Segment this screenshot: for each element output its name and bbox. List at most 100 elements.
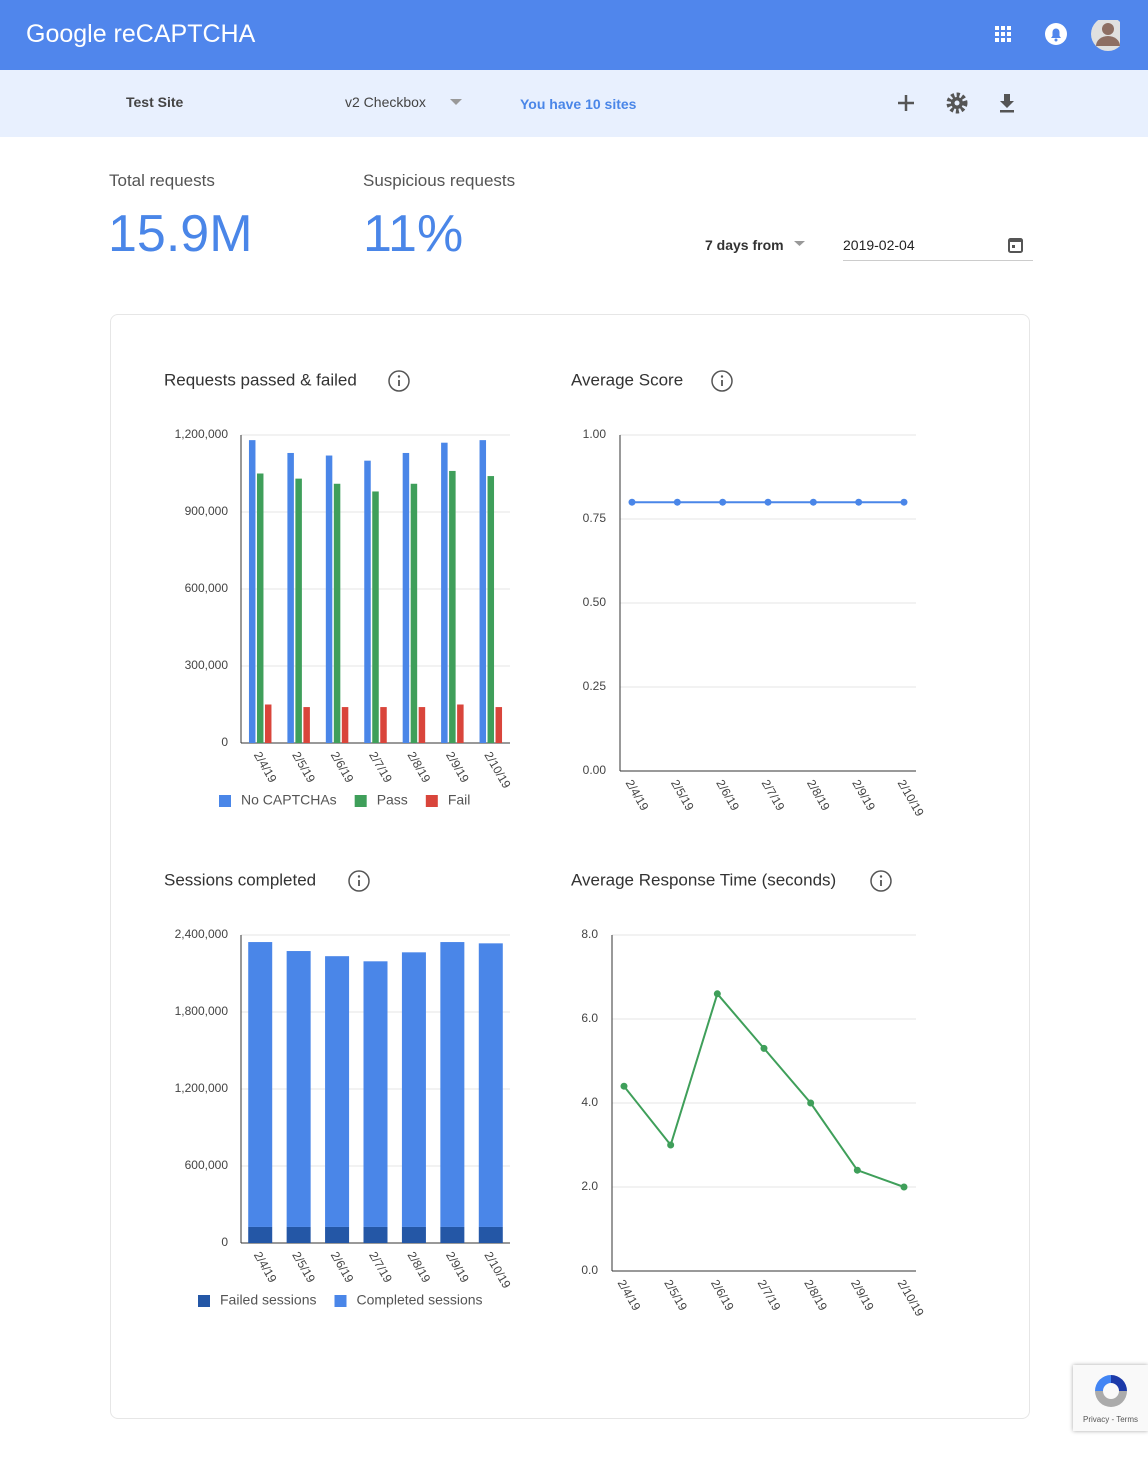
notifications-icon[interactable] <box>1045 23 1067 45</box>
bar <box>402 452 410 743</box>
bar <box>410 483 418 743</box>
x-tick-label: 2/7/19 <box>366 1249 395 1285</box>
dropdown-arrow[interactable] <box>794 241 805 246</box>
info-circle <box>388 370 410 392</box>
point <box>673 498 681 506</box>
info-icon[interactable] <box>388 370 410 392</box>
y-tick-label: 0.25 <box>583 679 607 693</box>
legend-swatch <box>354 795 367 807</box>
legend-swatch <box>219 795 231 807</box>
legend-label: Fail <box>448 792 471 808</box>
settings-icon[interactable] <box>946 92 968 114</box>
x-tick-label: 2/7/19 <box>366 749 395 785</box>
bar-segment <box>248 942 273 1227</box>
bar <box>380 707 387 743</box>
point <box>807 1099 815 1107</box>
add-icon[interactable] <box>898 95 914 111</box>
sites-link[interactable]: You have 10 sites <box>520 96 637 112</box>
stat-value: 11% <box>363 205 464 263</box>
legend-swatch <box>198 1295 210 1307</box>
y-tick-label: 0 <box>221 735 228 749</box>
legend-label: Pass <box>377 792 408 808</box>
info-dot <box>397 375 401 378</box>
badge-links[interactable]: Privacy - Terms <box>1083 1415 1138 1424</box>
x-tick-label: 2/4/19 <box>623 777 652 813</box>
stat-value: 15.9M <box>108 205 253 263</box>
range-select[interactable]: 7 days from <box>705 237 784 253</box>
x-tick-label: 2/10/19 <box>895 1277 927 1319</box>
point <box>764 498 772 506</box>
x-tick-label: 2/8/19 <box>801 1277 830 1313</box>
y-tick-label: 600,000 <box>185 581 229 595</box>
bar <box>364 460 371 743</box>
recaptcha-badge[interactable]: Privacy - Terms <box>1073 1365 1148 1431</box>
date-input[interactable]: 2019-02-04 <box>843 237 1033 261</box>
chart-title: Sessions completed <box>164 870 316 889</box>
y-tick-label: 4.0 <box>581 1095 598 1109</box>
x-tick-label: 2/10/19 <box>895 777 927 819</box>
info-icon[interactable] <box>711 370 733 392</box>
bar <box>303 707 310 743</box>
info-dot <box>720 375 724 378</box>
x-tick-label: 2/6/19 <box>708 1277 737 1313</box>
info-circle <box>870 870 892 892</box>
y-tick-label: 0 <box>221 1235 228 1249</box>
bar <box>287 452 294 743</box>
x-tick-label: 2/10/19 <box>481 749 513 791</box>
bar <box>441 442 448 743</box>
point <box>900 1183 908 1191</box>
legend-label: Completed sessions <box>357 1292 483 1308</box>
x-tick-label: 2/10/19 <box>481 1249 513 1291</box>
bar-segment <box>363 961 388 1227</box>
y-tick-label: 0.00 <box>583 763 607 777</box>
avatar[interactable] <box>1091 20 1120 51</box>
bar-segment <box>363 1226 388 1243</box>
bar <box>256 473 264 743</box>
x-tick-label: 2/8/19 <box>405 749 434 785</box>
legend-label: No CAPTCHAs <box>241 792 337 808</box>
y-tick-label: 2,400,000 <box>175 927 229 941</box>
calendar-icon[interactable] <box>1008 238 1023 253</box>
x-tick-label: 2/5/19 <box>668 777 697 813</box>
site-name[interactable]: Test Site <box>126 94 184 110</box>
bar <box>457 704 464 743</box>
recaptcha-logo <box>1095 1375 1127 1407</box>
point <box>853 1166 861 1174</box>
y-tick-label: 1,200,000 <box>175 1081 229 1095</box>
app-title[interactable]: Google reCAPTCHA <box>26 20 256 48</box>
x-tick-label: 2/4/19 <box>251 1249 280 1285</box>
point <box>855 498 863 506</box>
point <box>719 498 727 506</box>
info-icon[interactable] <box>348 870 370 892</box>
point <box>809 498 817 506</box>
y-tick-label: 300,000 <box>185 658 229 672</box>
x-tick-label: 2/6/19 <box>328 749 357 785</box>
bar-segment <box>286 951 311 1227</box>
legend-swatch <box>334 1295 347 1307</box>
bar <box>264 704 272 743</box>
bar-segment <box>478 943 503 1227</box>
x-tick-label: 2/6/19 <box>328 1249 357 1285</box>
legend-label: Failed sessions <box>220 1292 317 1308</box>
legend-swatch <box>425 795 438 807</box>
x-tick-label: 2/4/19 <box>251 749 280 785</box>
download-icon[interactable] <box>1000 94 1014 113</box>
bar <box>295 478 302 743</box>
dropdown-arrow[interactable] <box>450 99 462 105</box>
chart-title: Average Response Time (seconds) <box>571 870 836 889</box>
toolbar-icons <box>450 92 1014 114</box>
y-tick-label: 1,200,000 <box>175 427 229 441</box>
key-type-select[interactable]: v2 Checkbox <box>345 94 426 110</box>
top-icons <box>995 20 1120 51</box>
x-tick-label: 2/7/19 <box>759 777 788 813</box>
line <box>623 991 905 1188</box>
chart-title: Requests passed & failed <box>164 370 357 389</box>
x-tick-label: 2/5/19 <box>289 749 318 785</box>
bar-segment <box>248 1226 273 1243</box>
stat-label: Suspicious requests <box>363 171 516 190</box>
y-tick-label: 0.0 <box>581 1263 598 1277</box>
toolbar: Test Site v2 Checkbox You have 10 sites <box>0 70 1148 137</box>
bar <box>495 707 503 743</box>
info-icon[interactable] <box>870 870 892 892</box>
apps-icon[interactable] <box>995 26 1011 42</box>
